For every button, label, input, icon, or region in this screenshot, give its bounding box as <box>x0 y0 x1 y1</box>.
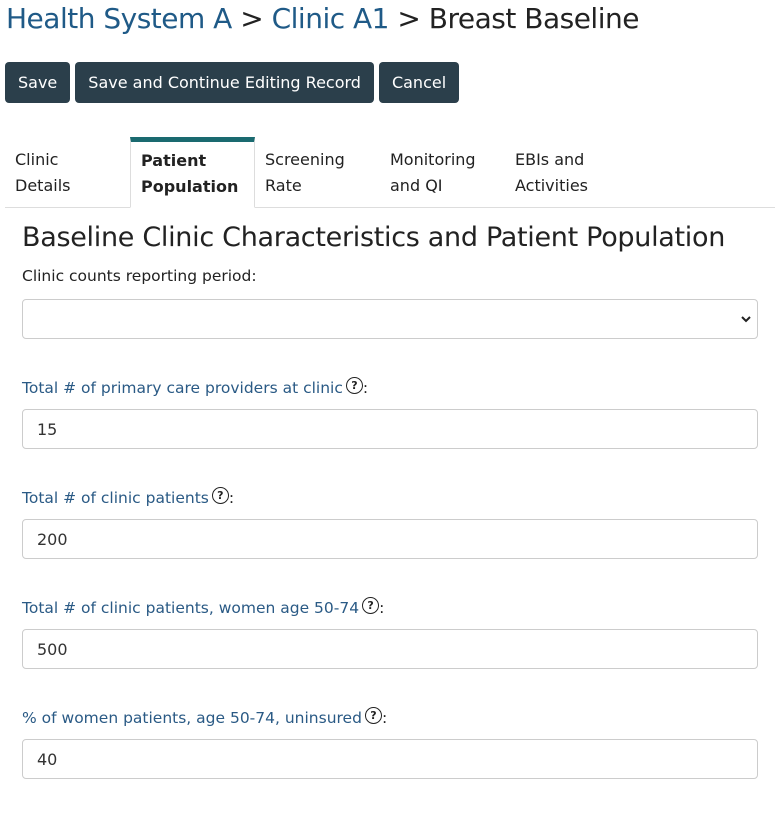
reporting-period-label: Clinic counts reporting period: <box>22 267 257 285</box>
colon: : <box>381 709 388 727</box>
tab-label: Monitoring <box>390 150 476 169</box>
tab-label: Population <box>141 177 239 196</box>
input-value: 200 <box>37 529 68 549</box>
field-label-providers: Total # of primary care providers at cli… <box>22 377 758 397</box>
input-value: 40 <box>37 749 58 769</box>
tab-label: Clinic <box>15 150 59 169</box>
reporting-period-select[interactable] <box>22 299 758 339</box>
patients-input[interactable]: 200 <box>22 519 758 559</box>
tab-screening-rate[interactable]: Screening Rate <box>255 137 380 207</box>
help-icon[interactable]: ? <box>211 487 229 504</box>
tab-clinic-details[interactable]: Clinic Details <box>5 137 130 207</box>
field-label-women-patients: Total # of clinic patients, women age 50… <box>22 597 758 617</box>
tab-label: Details <box>15 176 71 195</box>
input-value: 500 <box>37 639 68 659</box>
field-label-patients: Total # of clinic patients?: <box>22 487 758 507</box>
label-text: Total # of clinic patients <box>22 489 209 507</box>
breadcrumb: Health System A > Clinic A1 > Breast Bas… <box>6 2 639 35</box>
tab-label: Rate <box>265 176 302 195</box>
breadcrumb-separator: > <box>240 2 264 35</box>
colon: : <box>362 379 369 397</box>
page-title: Breast Baseline <box>428 2 640 35</box>
tab-label: Screening <box>265 150 345 169</box>
providers-input[interactable]: 15 <box>22 409 758 449</box>
label-text: Total # of primary care providers at cli… <box>22 379 343 397</box>
tab-label: EBIs and <box>515 150 585 169</box>
cancel-button[interactable]: Cancel <box>378 62 460 103</box>
save-continue-button[interactable]: Save and Continue Editing Record <box>75 62 374 103</box>
chevron-down-icon <box>741 316 751 323</box>
tab-patient-population[interactable]: Patient Population <box>130 137 255 208</box>
uninsured-input[interactable]: 40 <box>22 739 758 779</box>
women-patients-input[interactable]: 500 <box>22 629 758 669</box>
section-heading: Baseline Clinic Characteristics and Pati… <box>22 222 726 253</box>
breadcrumb-clinic[interactable]: Clinic A1 <box>271 2 390 35</box>
help-icon[interactable]: ? <box>362 597 380 614</box>
help-icon[interactable]: ? <box>345 377 363 394</box>
tab-monitoring-qi[interactable]: Monitoring and QI <box>380 137 505 207</box>
tab-label: and QI <box>390 176 443 195</box>
save-button[interactable]: Save <box>5 62 71 103</box>
tab-label: Patient <box>141 151 207 170</box>
toolbar: Save Save and Continue Editing Record Ca… <box>5 62 460 103</box>
form: Baseline Clinic Characteristics and Pati… <box>22 222 758 817</box>
input-value: 15 <box>37 419 58 439</box>
label-text: Total # of clinic patients, women age 50… <box>22 599 360 617</box>
label-text: % of women patients, age 50-74, uninsure… <box>22 709 362 727</box>
tab-ebis-activities[interactable]: EBIs and Activities <box>505 137 630 207</box>
help-icon[interactable]: ? <box>364 707 382 724</box>
colon: : <box>228 489 235 507</box>
tab-label: Activities <box>515 176 588 195</box>
colon: : <box>379 599 385 617</box>
tab-bar: Clinic Details Patient Population Screenin… <box>5 137 775 208</box>
breadcrumb-separator: > <box>397 2 421 35</box>
field-label-uninsured: % of women patients, age 50-74, uninsure… <box>22 707 758 727</box>
breadcrumb-health-system[interactable]: Health System A <box>6 2 232 35</box>
